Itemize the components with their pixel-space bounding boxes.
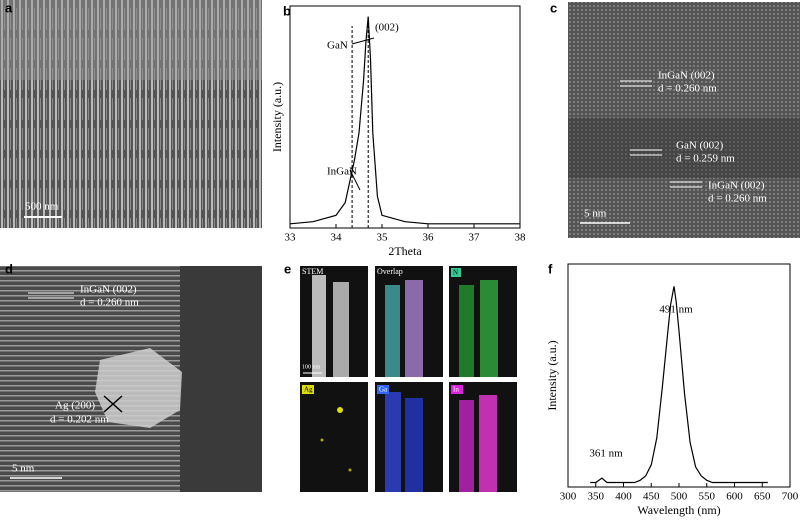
x-tick-label: 36	[423, 232, 435, 244]
x-tick-label: 400	[615, 491, 632, 503]
note: d = 0.260 nm	[708, 193, 767, 205]
tile-label: N	[453, 269, 458, 277]
x-tick-label: 300	[560, 491, 577, 503]
x-tick-label: 38	[515, 232, 527, 244]
x-tick-label: 33	[285, 232, 297, 244]
scale-text: 5 nm	[584, 208, 607, 220]
note: InGaN (002)	[658, 70, 715, 82]
tag	[451, 385, 463, 394]
dot	[348, 468, 352, 472]
rod	[459, 285, 474, 377]
panel-label: f	[548, 261, 553, 276]
arrow	[349, 169, 361, 191]
x-tick-label: 37	[469, 232, 481, 244]
annotation: 491 nm	[659, 304, 693, 316]
tag	[302, 385, 314, 394]
y-axis-label: Intensity (a.u.)	[545, 340, 559, 410]
panel-e: e STEM Overlap N Ag Ga In 100 nm	[284, 261, 517, 492]
image-shade	[0, 0, 262, 80]
rod	[333, 282, 349, 377]
annotation: (002)	[375, 22, 399, 34]
data-line	[289, 16, 520, 225]
x-tick-label: 650	[754, 491, 771, 503]
gan-layer	[568, 118, 800, 178]
sem-image	[0, 0, 262, 228]
y-axis-label: Intensity (a.u.)	[270, 82, 284, 152]
x-tick-label: 550	[699, 491, 716, 503]
fringe	[103, 395, 123, 413]
rod	[479, 395, 497, 492]
rod	[459, 400, 474, 492]
plot-frame	[289, 5, 521, 229]
tile-label: Ag	[304, 386, 313, 394]
panel-label: d	[5, 261, 13, 276]
note: InGaN (002)	[80, 284, 137, 296]
scale-text: 5 nm	[12, 463, 35, 475]
note: d = 0.260 nm	[80, 297, 139, 309]
rod	[405, 398, 423, 492]
note: Ag (200)	[55, 400, 95, 412]
note: d = 0.259 nm	[676, 153, 735, 165]
annotation: GaN	[327, 40, 348, 52]
panel-d: d InGaN (002) d = 0.260 nm Ag (200) d = …	[0, 261, 262, 492]
panel-c: c InGaN (002) d = 0.260 nm GaN (002) d =…	[550, 0, 800, 238]
tile-label: STEM	[302, 267, 323, 276]
x-axis-label: 2Theta	[388, 244, 422, 258]
tile-label: In	[453, 386, 459, 394]
scale-text: 100 nm	[302, 364, 321, 370]
panel-label: a	[5, 0, 13, 15]
background	[180, 266, 262, 492]
rod	[385, 285, 400, 377]
tile-label: Overlap	[377, 267, 403, 276]
rod	[405, 280, 423, 377]
panel-a: a 500 nm	[0, 0, 262, 228]
x-tick-label: 700	[782, 491, 799, 503]
annotation: 361 nm	[589, 448, 623, 460]
rod	[480, 280, 498, 377]
note: InGaN (002)	[708, 180, 765, 192]
note: d = 0.260 nm	[658, 83, 717, 95]
tag	[451, 268, 461, 277]
x-tick-label: 34	[331, 232, 343, 244]
x-tick-label: 350	[588, 491, 605, 503]
rod	[312, 275, 326, 377]
x-tick-label: 600	[726, 491, 743, 503]
x-tick-label: 500	[671, 491, 688, 503]
scale-text: 500 nm	[25, 201, 59, 213]
panel-label: c	[550, 0, 557, 15]
x-axis-label: Wavelength (nm)	[637, 503, 720, 517]
tag	[377, 385, 389, 394]
arrow	[351, 37, 375, 45]
note: d = 0.202 nm	[50, 414, 109, 426]
hrtem-image	[568, 2, 800, 238]
x-tick-label: 450	[643, 491, 660, 503]
panel-label: e	[284, 261, 291, 276]
ag-tile	[300, 382, 368, 492]
rod	[385, 392, 401, 492]
panel-label: b	[283, 3, 291, 18]
note: GaN (002)	[676, 140, 724, 152]
annotation: InGaN	[327, 166, 357, 178]
data-line	[590, 286, 768, 484]
x-tick-label: 35	[377, 232, 389, 244]
dot	[320, 438, 324, 442]
tile-label: Ga	[379, 386, 388, 394]
dot	[337, 407, 343, 413]
